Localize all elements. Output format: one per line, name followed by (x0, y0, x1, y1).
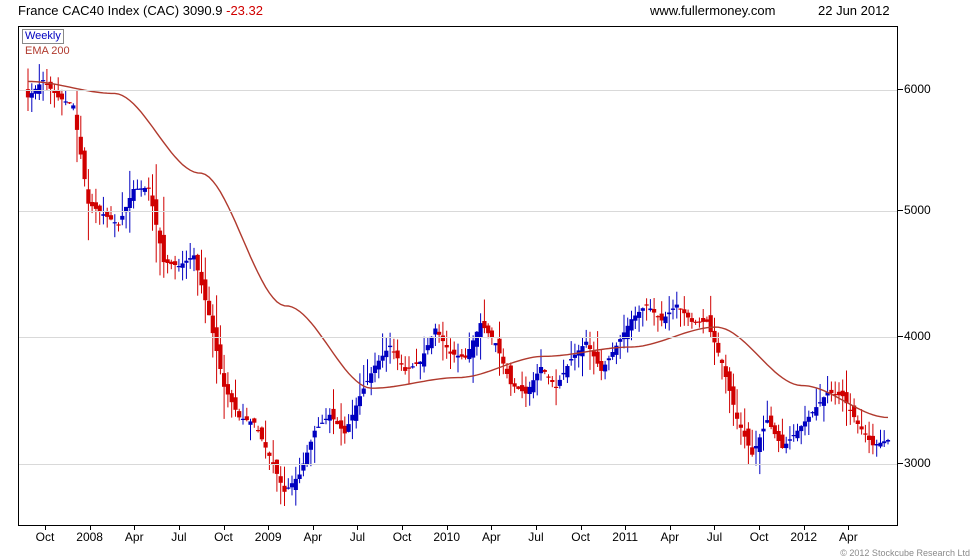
xtick-label: 2008 (76, 530, 103, 544)
xtick-mark (89, 526, 91, 530)
xtick-label: Oct (35, 530, 55, 544)
xtick-mark (625, 526, 627, 530)
xtick-label: Oct (571, 530, 590, 544)
ytick-label-3000: 3000 (904, 456, 931, 470)
xtick-mark (803, 526, 805, 530)
xtick-label: Apr (839, 530, 858, 544)
date-label: 22 Jun 2012 (818, 3, 890, 18)
ytick-mark-3000 (898, 463, 903, 464)
ytick-mark-4000 (898, 336, 903, 337)
legend-ema200: EMA 200 (25, 45, 70, 57)
xtick-mark (848, 526, 850, 530)
xtick-label: 2012 (790, 530, 818, 544)
xtick-label: Jul (528, 530, 544, 544)
xtick-label: Apr (303, 530, 323, 544)
xtick-mark (714, 526, 716, 530)
ytick-label-5000: 5000 (904, 203, 931, 217)
gridline-5000 (19, 211, 897, 212)
website-label: www.fullermoney.com (650, 3, 776, 18)
ytick-mark-6000 (898, 89, 903, 90)
xtick-label: Jul (171, 530, 187, 544)
xtick-label: Oct (392, 530, 412, 544)
ytick-label-6000: 6000 (904, 82, 931, 96)
chart-canvas (25, 64, 891, 506)
price-chart-plot-area: Weekly EMA 200 (18, 26, 898, 526)
xtick-label: 2011 (612, 530, 639, 544)
xtick-label: Oct (749, 530, 769, 544)
legend-interval: Weekly (22, 29, 64, 44)
instrument-label: France CAC40 Index (CAC) 3090.9 (18, 3, 227, 18)
change-value: -23.32 (226, 3, 263, 18)
xtick-mark (357, 526, 359, 530)
gridline-4000 (19, 337, 897, 338)
xtick-mark (669, 526, 671, 530)
gridline-6000 (19, 90, 897, 91)
xtick-label: Apr (660, 530, 680, 544)
xtick-mark (223, 526, 225, 530)
xtick-label: Jul (706, 530, 723, 544)
xtick-label: Jul (349, 530, 366, 544)
xtick-mark (268, 526, 270, 530)
xtick-label: 2009 (254, 530, 282, 544)
xtick-mark (759, 526, 761, 530)
xtick-mark (446, 526, 448, 530)
xtick-mark (535, 526, 537, 530)
ytick-mark-5000 (898, 210, 903, 211)
xtick-mark (312, 526, 314, 530)
copyright-label: © 2012 Stockcube Research Ltd (840, 548, 970, 558)
xtick-mark (45, 526, 46, 530)
gridline-3000 (19, 464, 897, 465)
xtick-mark (134, 526, 136, 530)
xtick-label: 2010 (433, 530, 461, 544)
chart-title: France CAC40 Index (CAC) 3090.9 -23.32 (18, 3, 263, 18)
xtick-label: Apr (124, 530, 144, 544)
xtick-mark (580, 526, 582, 530)
ytick-label-4000: 4000 (904, 329, 931, 343)
xtick-label: Apr (481, 530, 501, 544)
xtick-mark (178, 526, 180, 530)
xtick-label: Oct (214, 530, 233, 544)
xtick-mark (491, 526, 493, 530)
xtick-mark (402, 526, 404, 530)
